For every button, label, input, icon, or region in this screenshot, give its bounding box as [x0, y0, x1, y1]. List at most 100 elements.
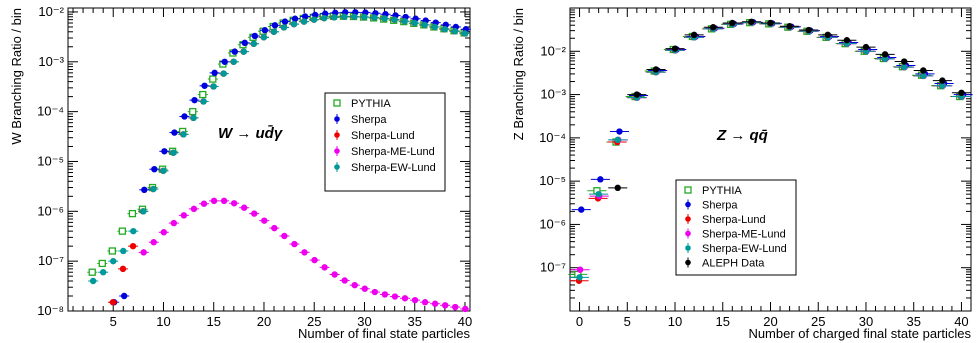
data-point: [652, 66, 660, 73]
data-point: [805, 26, 812, 34]
data-point: [290, 20, 298, 28]
data-point: [381, 15, 388, 22]
panel-z-marks: [568, 18, 973, 284]
data-point: [119, 265, 127, 273]
data-point: [578, 206, 585, 213]
data-point: [939, 77, 946, 84]
data-point: [220, 197, 228, 205]
data-point: [99, 269, 107, 276]
legend-marker: [334, 148, 340, 154]
legend-label: ALEPH Data: [702, 258, 765, 270]
series-sherpa-me-lund: [138, 197, 471, 313]
panel-z-annotation: Z → qq̄: [716, 127, 768, 144]
data-point: [150, 185, 157, 193]
panel-w-ytick-label: 10⁻⁴: [37, 104, 64, 119]
panel-z-ytick-label: 10⁻⁷: [540, 260, 566, 275]
data-point: [221, 58, 228, 65]
data-point: [633, 91, 641, 98]
data-point: [351, 281, 358, 289]
data-point: [748, 18, 755, 25]
data-point: [88, 268, 96, 276]
data-point: [240, 48, 248, 55]
data-point: [371, 288, 379, 296]
data-point: [98, 259, 106, 268]
data-point: [441, 302, 449, 309]
panel-z-xtick-label: 30: [859, 314, 873, 329]
data-point: [595, 190, 602, 198]
data-point: [371, 14, 378, 21]
panel-w-xtick-label: 30: [357, 314, 371, 329]
data-point: [431, 23, 439, 31]
legend-marker: [334, 164, 340, 170]
data-point: [920, 72, 927, 80]
data-point: [240, 204, 248, 211]
legend-label: Sherpa-Lund: [702, 214, 766, 226]
panel-w-marks: [87, 9, 471, 313]
legend-label: PYTHIA: [702, 185, 742, 197]
panel-w-xtick-label: 10: [156, 314, 170, 329]
series-aleph-data: [608, 18, 971, 192]
data-point: [261, 27, 269, 34]
panel-z-xtick-label: 10: [668, 314, 682, 329]
data-point: [260, 34, 268, 41]
data-point: [411, 19, 418, 27]
data-point: [331, 271, 338, 278]
data-point: [391, 16, 398, 23]
panel-z-legend: PYTHIA Sherpa Sherpa-Lund Sherpa-ME-Lund She…: [675, 179, 797, 276]
data-point: [614, 136, 621, 144]
data-point: [361, 13, 368, 21]
panel-z-ylabel: Z Branching Ratio / bin: [511, 8, 526, 140]
data-point: [250, 40, 258, 47]
data-point: [271, 224, 278, 232]
data-point: [211, 69, 218, 77]
panel-w-plot-frame: [67, 7, 471, 312]
legend-label: Sherpa-EW-Lund: [702, 243, 787, 255]
data-point: [431, 300, 439, 307]
panel-w-ytick-label: 10⁻³: [38, 54, 64, 69]
data-point: [939, 82, 946, 89]
data-point: [251, 32, 259, 40]
data-point: [190, 114, 197, 122]
data-point: [271, 22, 279, 29]
data-point: [616, 128, 623, 135]
legend-label: Sherpa: [351, 114, 387, 126]
panel-w-ytick-label: 10⁻⁶: [37, 203, 64, 218]
data-point: [401, 18, 408, 25]
legend-marker: [685, 216, 691, 222]
data-point: [900, 58, 908, 65]
data-point: [311, 16, 318, 23]
data-point: [201, 82, 208, 89]
panel-z-legend-box: [675, 179, 797, 276]
legend-label: PYTHIA: [351, 98, 391, 110]
series-sherpa-ew-lund: [88, 13, 470, 285]
panel-w-ytick-label: 10⁻²: [38, 4, 64, 19]
panel-w-xtick-label: 5: [110, 314, 117, 329]
legend-marker: [685, 230, 691, 237]
legend-marker: [685, 201, 691, 208]
data-point: [341, 13, 348, 20]
legend-label: Sherpa-Lund: [351, 130, 415, 142]
data-point: [130, 227, 137, 235]
data-point: [180, 212, 188, 219]
data-point: [301, 13, 309, 20]
data-point: [767, 19, 774, 27]
data-point: [786, 22, 793, 30]
panel-z-xlabel: Number of charged final state particles: [748, 326, 971, 341]
data-point: [171, 129, 178, 136]
data-point: [261, 217, 268, 224]
data-point: [401, 295, 409, 302]
data-point: [209, 75, 217, 83]
data-point: [900, 63, 908, 71]
panel-z-ytick-label: 10⁻⁶: [539, 216, 566, 231]
data-point: [690, 31, 698, 39]
data-point: [843, 37, 851, 44]
data-point: [200, 98, 207, 105]
data-point: [361, 285, 368, 292]
panel-z-ytick-label: 10⁻²: [540, 43, 566, 58]
data-point: [576, 274, 583, 281]
legend-marker: [334, 116, 340, 122]
data-point: [189, 107, 197, 116]
panel-z-xtick-label: 40: [954, 314, 968, 329]
panel-z-axes: 0 5 10 15 20 25 30 35 40 10⁻⁷ 10⁻⁶ 10⁻⁵ 10⁻⁴ 10⁻³ 10⁻²: [539, 7, 972, 329]
panel-w-ytick-label: 10⁻⁵: [37, 153, 64, 168]
